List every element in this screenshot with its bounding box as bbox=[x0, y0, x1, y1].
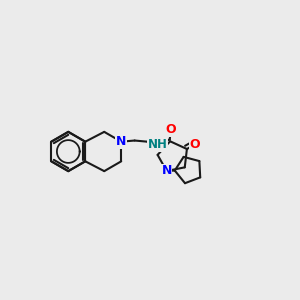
Text: O: O bbox=[166, 123, 176, 136]
Text: N: N bbox=[161, 164, 172, 178]
Text: NH: NH bbox=[148, 138, 168, 151]
Text: N: N bbox=[116, 135, 126, 148]
Text: O: O bbox=[189, 138, 200, 151]
